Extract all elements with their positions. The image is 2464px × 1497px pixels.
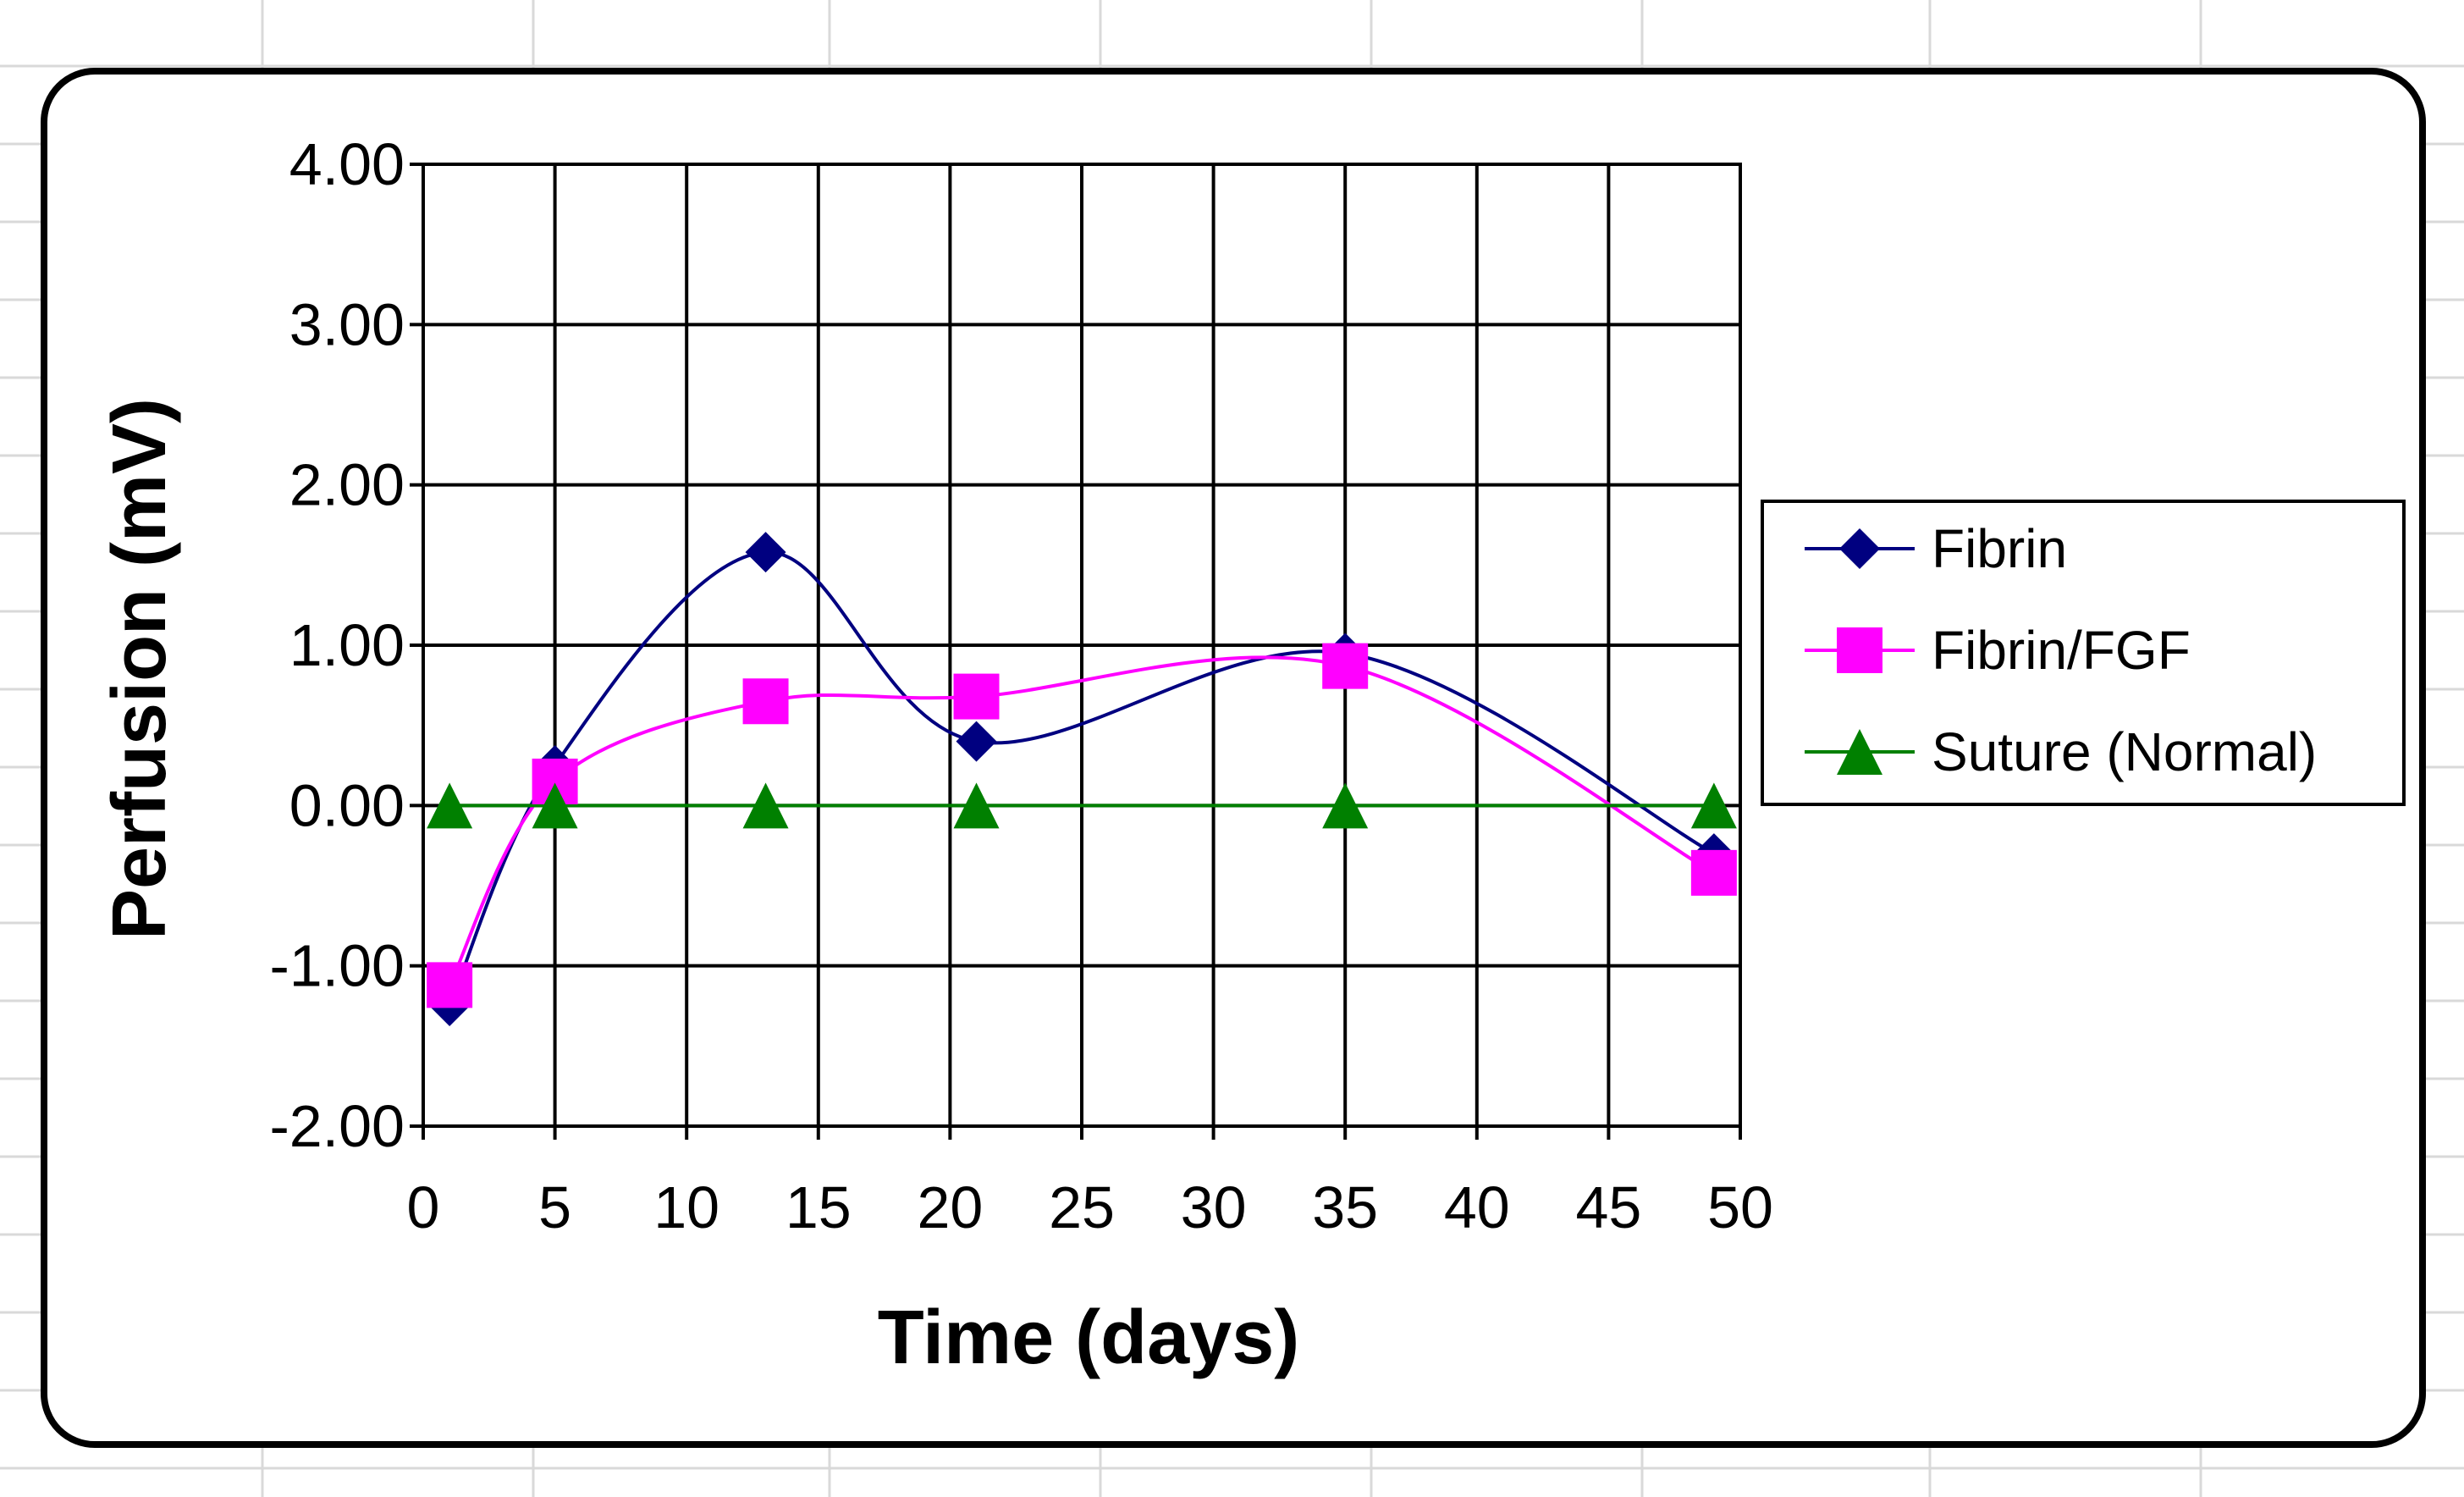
y-tick-label: 1.00 <box>289 612 405 678</box>
series-markers <box>427 532 1737 1026</box>
x-tick-label: 5 <box>538 1174 571 1240</box>
x-tick-label: 25 <box>1049 1174 1115 1240</box>
legend-label-1: Fibrin/FGF <box>1932 620 2191 681</box>
series-2-point <box>532 782 578 829</box>
x-tick-label: 20 <box>917 1174 983 1240</box>
series-0-point <box>745 532 786 573</box>
x-tick-label: 50 <box>1707 1174 1773 1240</box>
series-1-point <box>742 678 789 725</box>
series-1-point <box>1690 849 1737 896</box>
y-tick-label: 3.00 <box>289 291 405 357</box>
series-2-point <box>742 782 789 829</box>
series-1-point <box>1322 643 1369 689</box>
legend: Fibrin Fibrin/FGF Suture (Normal) <box>1761 500 2406 806</box>
x-tick-label: 35 <box>1312 1174 1378 1240</box>
x-tick-label: 0 <box>407 1174 440 1240</box>
series-1-point <box>953 673 1000 720</box>
x-tick-label: 10 <box>653 1174 719 1240</box>
legend-marker-1 <box>1837 627 1882 673</box>
x-tick-label: 30 <box>1181 1174 1247 1240</box>
legend-label-0: Fibrin <box>1932 518 2067 579</box>
series-2-point <box>1690 782 1737 829</box>
y-tick-label: -1.00 <box>269 933 405 999</box>
x-tick-label: 40 <box>1444 1174 1510 1240</box>
y-tick-label: 0.00 <box>289 772 405 838</box>
series-0-point <box>956 721 997 762</box>
chart-area-frame <box>41 68 2426 1448</box>
y-tick-label: 2.00 <box>289 452 405 518</box>
x-axis-title: Time (days) <box>878 1295 1300 1380</box>
x-tick-label: 45 <box>1575 1174 1641 1240</box>
x-tick-label: 15 <box>786 1174 852 1240</box>
series-2-point <box>953 782 1000 829</box>
series-1-point <box>427 962 473 1008</box>
x-tick-labels: 0 5 10 15 20 25 30 35 40 45 50 <box>407 1174 1773 1240</box>
legend-marker-2 <box>1837 729 1882 775</box>
y-tick-label: -2.00 <box>269 1093 405 1159</box>
legend-label-2: Suture (Normal) <box>1932 721 2317 782</box>
series-2-point <box>1322 782 1369 829</box>
y-axis-title: Perfusion (mV) <box>97 398 182 940</box>
y-tick-labels: 4.00 3.00 2.00 1.00 0.00 -1.00 -2.00 <box>269 131 405 1159</box>
series-2-point <box>427 782 473 829</box>
y-tick-label: 4.00 <box>289 131 405 197</box>
legend-marker-0 <box>1839 528 1880 569</box>
